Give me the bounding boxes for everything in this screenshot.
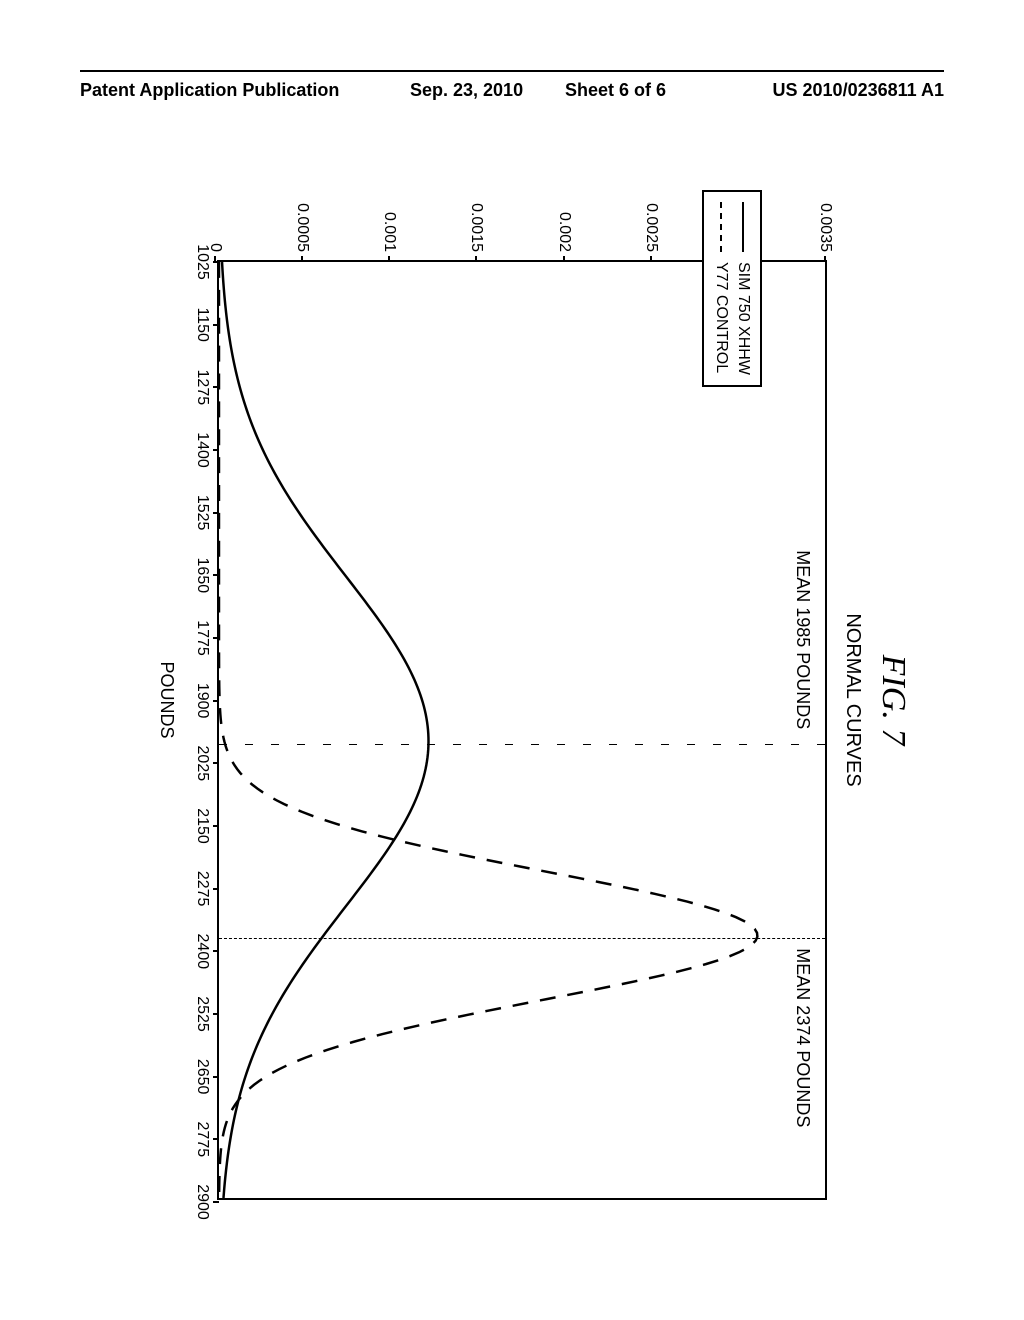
x-tick xyxy=(213,261,219,263)
x-tick xyxy=(213,574,219,576)
x-tick xyxy=(213,888,219,890)
y-tick-label: 0.0035 xyxy=(816,203,834,252)
y-tick-label: 0.001 xyxy=(380,212,398,252)
x-tick-label: 1775 xyxy=(193,620,211,656)
series-y77-control xyxy=(219,262,757,1198)
x-tick-label: 2275 xyxy=(193,871,211,907)
header-date: Sep. 23, 2010 xyxy=(410,80,523,101)
y-tick xyxy=(824,256,826,262)
y-tick xyxy=(388,256,390,262)
x-axis-title: POUNDS xyxy=(156,150,177,1250)
x-tick xyxy=(213,512,219,514)
series-sim-750-xhhw xyxy=(222,262,428,1198)
y-tick-label: 0.0015 xyxy=(467,203,485,252)
figure-rotated-container: FIG. 7 NORMAL CURVES 00.00050.0010.00150… xyxy=(0,300,1024,1100)
x-tick-label: 1900 xyxy=(193,683,211,719)
x-tick-label: 1650 xyxy=(193,558,211,594)
figure-label: FIG. 7 xyxy=(874,150,912,1250)
mean-line xyxy=(219,938,825,939)
x-tick-label: 1025 xyxy=(193,244,211,280)
x-tick-label: 2525 xyxy=(193,996,211,1032)
legend-swatch xyxy=(720,202,722,252)
legend-row: Y77 CONTROL xyxy=(710,202,732,375)
y-tick xyxy=(650,256,652,262)
x-tick xyxy=(213,762,219,764)
mean-label: MEAN 1985 POUNDS xyxy=(792,550,813,729)
x-tick xyxy=(213,449,219,451)
x-tick xyxy=(213,1076,219,1078)
mean-line xyxy=(219,743,825,745)
chart-title: NORMAL CURVES xyxy=(841,150,864,1250)
y-tick xyxy=(563,256,565,262)
x-tick-label: 2650 xyxy=(193,1059,211,1095)
x-tick-label: 2400 xyxy=(193,934,211,970)
x-tick-label: 1150 xyxy=(193,307,211,341)
legend-label: SIM 750 XHHW xyxy=(734,262,752,375)
x-tick xyxy=(213,1138,219,1140)
x-tick-label: 1525 xyxy=(193,495,211,531)
curves-svg xyxy=(219,262,825,1198)
header-publication: Patent Application Publication xyxy=(80,80,339,101)
y-tick xyxy=(475,256,477,262)
legend-label: Y77 CONTROL xyxy=(712,262,730,373)
x-tick xyxy=(213,825,219,827)
header-sheet: Sheet 6 of 6 xyxy=(565,80,666,101)
x-tick-label: 1400 xyxy=(193,432,211,468)
header-pubno: US 2010/0236811 A1 xyxy=(773,80,944,101)
y-tick xyxy=(301,256,303,262)
plot-area: 00.00050.0010.00150.0020.00250.0030.0035… xyxy=(217,260,827,1200)
legend-row: SIM 750 XHHW xyxy=(732,202,754,375)
x-tick-label: 2150 xyxy=(193,808,211,844)
x-tick xyxy=(213,386,219,388)
x-tick xyxy=(213,324,219,326)
x-tick xyxy=(213,700,219,702)
figure-inner: FIG. 7 NORMAL CURVES 00.00050.0010.00150… xyxy=(112,150,912,1250)
x-tick xyxy=(213,1013,219,1015)
y-tick-label: 0.0025 xyxy=(642,203,660,252)
legend-swatch xyxy=(742,202,744,252)
x-tick xyxy=(213,950,219,952)
header-rule xyxy=(80,70,944,72)
x-tick-label: 2900 xyxy=(193,1184,211,1220)
x-tick xyxy=(213,637,219,639)
x-tick-label: 2775 xyxy=(193,1122,211,1158)
y-tick-label: 0.0005 xyxy=(293,203,311,252)
x-tick-label: 2025 xyxy=(193,746,211,782)
x-tick-label: 1275 xyxy=(193,370,211,406)
y-tick-label: 0.002 xyxy=(555,212,573,252)
legend: SIM 750 XHHWY77 CONTROL xyxy=(702,190,762,387)
x-tick xyxy=(213,1201,219,1203)
mean-label: MEAN 2374 POUNDS xyxy=(792,948,813,1127)
